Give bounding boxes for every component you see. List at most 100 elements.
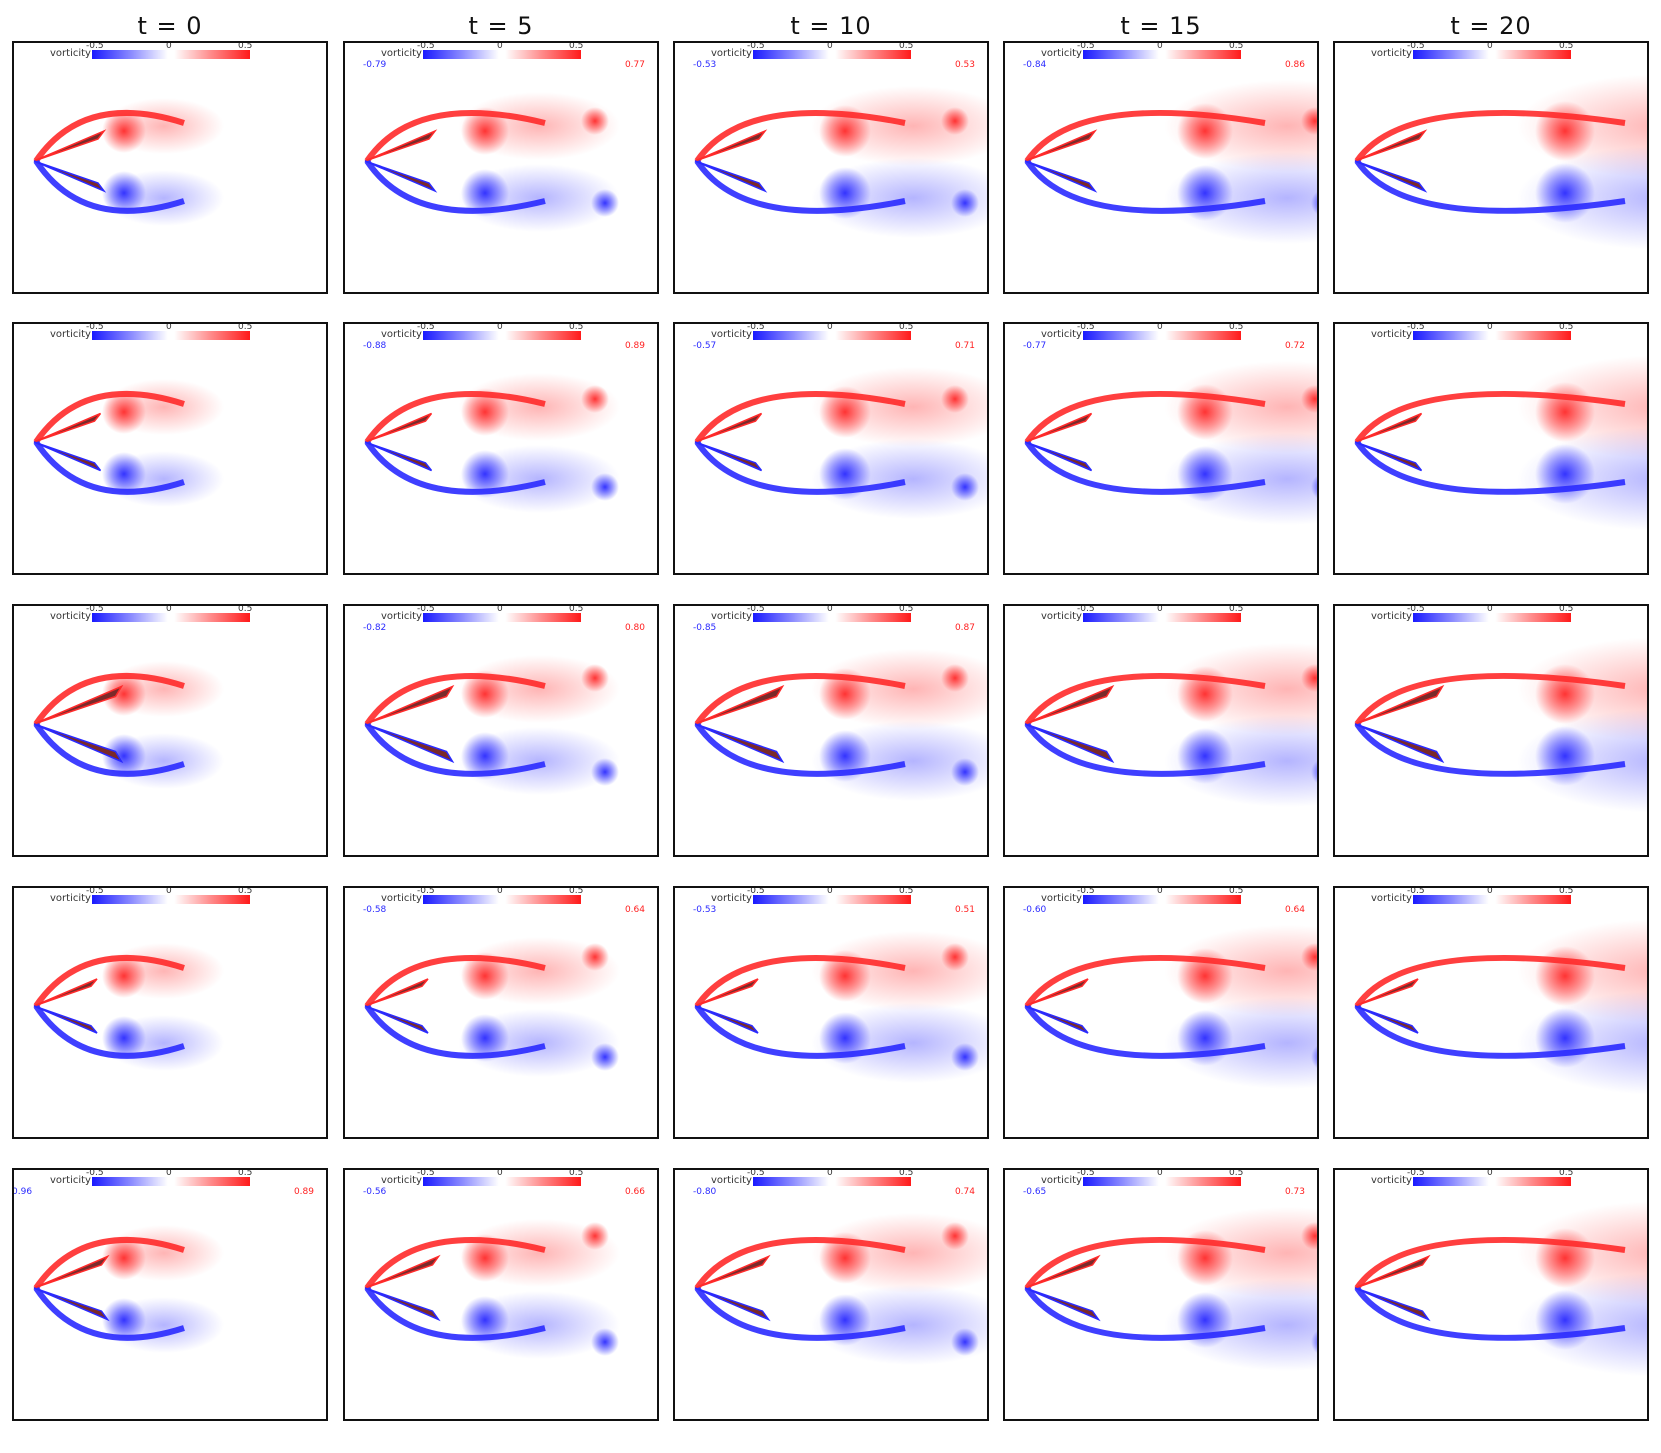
colorbar — [1413, 613, 1571, 622]
vorticity-field — [364, 92, 620, 232]
colorbar-tick: 0 — [827, 886, 833, 896]
colorbar-label: vorticity — [381, 1175, 422, 1186]
vorticity-panel: vorticity -0.5 0 0.5 — [12, 41, 328, 294]
vorticity-max-value: 0.53 — [954, 60, 975, 70]
colorbar-tick: -0.5 — [1077, 322, 1095, 332]
colorbar-tick: 0.5 — [899, 41, 914, 51]
colorbar — [92, 1177, 250, 1186]
colorbar-label: vorticity — [1371, 893, 1412, 904]
colorbar-tick: 0.5 — [899, 1168, 914, 1178]
vorticity-panel: vorticity -0.5 0 0.5 -0.88 0.89 — [343, 322, 659, 575]
colorbar-tick: 0 — [827, 1168, 833, 1178]
colorbar — [1083, 613, 1241, 622]
colorbar-label: vorticity — [1041, 1175, 1082, 1186]
vorticity-field — [1354, 74, 1647, 250]
vorticity-field — [694, 367, 987, 519]
vorticity-panel: vorticity -0.5 0 0.5 — [1333, 604, 1649, 857]
vorticity-field — [1024, 361, 1317, 525]
vorticity-panel: vorticity -0.5 0 0.5 — [1333, 886, 1649, 1139]
colorbar — [753, 613, 911, 622]
colorbar-tick: 0.5 — [1559, 886, 1574, 896]
vorticity-max-value: 0.86 — [1284, 60, 1305, 70]
vorticity-panel: vorticity -0.5 0 0.5 -0.60 0.64 — [1003, 886, 1319, 1139]
colorbar-label: vorticity — [381, 329, 422, 340]
vorticity-field — [1024, 643, 1317, 807]
colorbar-tick: 0 — [1487, 604, 1493, 614]
vorticity-field — [1354, 919, 1647, 1095]
vorticity-field — [1354, 637, 1647, 813]
vorticity-min-value: -0.60 — [1023, 905, 1047, 915]
colorbar-tick: -0.5 — [1077, 41, 1095, 51]
colorbar-label: vorticity — [711, 893, 752, 904]
colorbar-tick: -0.5 — [747, 1168, 765, 1178]
colorbar-label: vorticity — [1041, 611, 1082, 622]
vorticity-panel: vorticity -0.5 0 0.5 — [1333, 1168, 1649, 1421]
colorbar-label: vorticity — [381, 48, 422, 59]
vorticity-panel: vorticity -0.5 0 0.5 -0.65 0.73 — [1003, 1168, 1319, 1421]
colorbar-tick: 0.5 — [238, 886, 253, 896]
vorticity-max-value: 0.77 — [624, 60, 645, 70]
colorbar-tick: -0.5 — [417, 1168, 435, 1178]
colorbar — [92, 895, 250, 904]
vorticity-max-value: 0.51 — [954, 905, 975, 915]
colorbar-tick: -0.5 — [1407, 41, 1425, 51]
vorticity-panel: vorticity -0.5 0 0.5 — [1003, 604, 1319, 857]
vorticity-field — [33, 943, 224, 1071]
colorbar-label: vorticity — [50, 893, 91, 904]
colorbar-tick: -0.5 — [1077, 604, 1095, 614]
vorticity-max-value: 0.71 — [954, 341, 975, 351]
vorticity-min-value: -0.84 — [1023, 60, 1047, 70]
vorticity-field — [694, 649, 987, 801]
colorbar-label: vorticity — [1371, 48, 1412, 59]
colorbar-tick: 0.5 — [238, 1168, 253, 1178]
colorbar — [753, 331, 911, 340]
colorbar-tick: 0.5 — [1559, 1168, 1574, 1178]
colorbar-tick: 0 — [1487, 1168, 1493, 1178]
colorbar-tick: -0.5 — [417, 41, 435, 51]
colorbar-label: vorticity — [1371, 1175, 1412, 1186]
colorbar-tick: 0.5 — [1229, 41, 1244, 51]
colorbar — [1083, 50, 1241, 59]
colorbar-tick: 0.5 — [1559, 604, 1574, 614]
colorbar-tick: 0.5 — [569, 604, 584, 614]
colorbar — [753, 50, 911, 59]
vorticity-max-value: 0.64 — [624, 905, 645, 915]
colorbar-tick: -0.5 — [86, 886, 104, 896]
colorbar — [423, 1177, 581, 1186]
colorbar — [92, 50, 250, 59]
colorbar-tick: 0.5 — [1229, 1168, 1244, 1178]
colorbar-tick: 0.5 — [1559, 322, 1574, 332]
colorbar-tick: 0 — [166, 1168, 172, 1178]
vorticity-field — [364, 937, 620, 1077]
vorticity-max-value: 0.66 — [624, 1187, 645, 1197]
colorbar — [423, 50, 581, 59]
colorbar-tick: 0 — [1487, 322, 1493, 332]
colorbar-label: vorticity — [711, 611, 752, 622]
colorbar-tick: 0 — [827, 41, 833, 51]
colorbar-tick: -0.5 — [1407, 322, 1425, 332]
colorbar-tick: 0 — [1157, 604, 1163, 614]
colorbar-tick: 0 — [166, 41, 172, 51]
column-title: t = 0 — [137, 12, 203, 40]
colorbar-tick: -0.5 — [747, 886, 765, 896]
colorbar-tick: -0.5 — [417, 322, 435, 332]
colorbar — [92, 613, 250, 622]
colorbar-tick: 0 — [497, 41, 503, 51]
colorbar — [1413, 50, 1571, 59]
column-title: t = 15 — [1120, 12, 1202, 40]
vorticity-panel: vorticity -0.5 0 0.5 -0.77 0.72 — [1003, 322, 1319, 575]
colorbar-tick: 0 — [166, 604, 172, 614]
vorticity-min-value: -0.82 — [363, 623, 387, 633]
colorbar-label: vorticity — [381, 893, 422, 904]
vorticity-min-value: 0.96 — [12, 1187, 33, 1197]
colorbar-label: vorticity — [381, 611, 422, 622]
vorticity-min-value: -0.65 — [1023, 1187, 1047, 1197]
colorbar-label: vorticity — [711, 1175, 752, 1186]
colorbar — [423, 895, 581, 904]
colorbar-tick: 0 — [1157, 41, 1163, 51]
vorticity-max-value: 0.89 — [293, 1187, 314, 1197]
vorticity-field — [1354, 1201, 1647, 1377]
colorbar-tick: -0.5 — [86, 604, 104, 614]
vorticity-field — [33, 98, 224, 226]
